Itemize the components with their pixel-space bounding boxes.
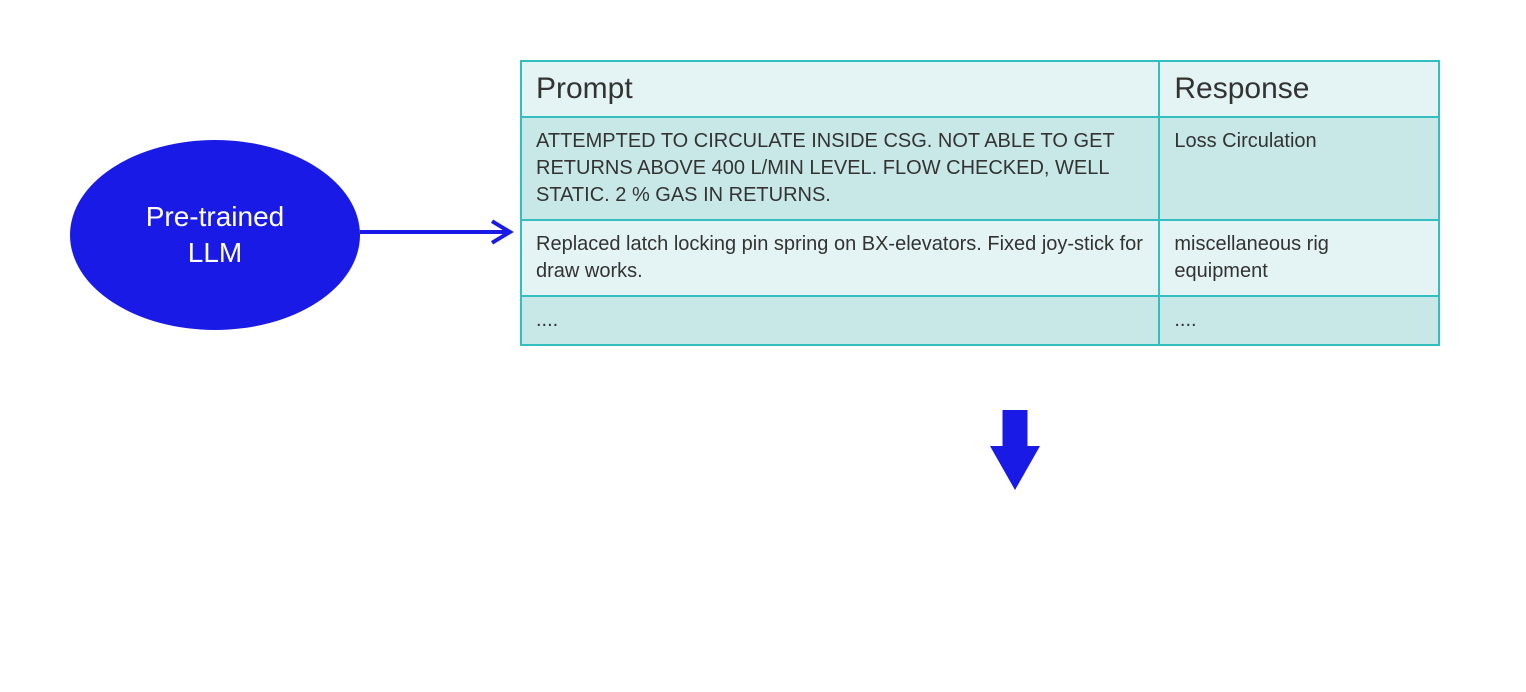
cell-response: ....: [1159, 296, 1439, 345]
table-row: .... ....: [521, 296, 1439, 345]
cell-prompt: Replaced latch locking pin spring on BX-…: [521, 220, 1159, 296]
table-row: ATTEMPTED TO CIRCULATE INSIDE CSG. NOT A…: [521, 117, 1439, 220]
cell-response: miscellaneous rig equipment: [1159, 220, 1439, 296]
arrow-down-icon: [990, 410, 1040, 490]
prompt-response-table: Prompt Response ATTEMPTED TO CIRCULATE I…: [520, 60, 1440, 346]
arrow-right-icon: [360, 212, 528, 252]
table-header-row: Prompt Response: [521, 61, 1439, 117]
col-response: Response: [1159, 61, 1439, 117]
cell-prompt: ATTEMPTED TO CIRCULATE INSIDE CSG. NOT A…: [521, 117, 1159, 220]
cell-response: Loss Circulation: [1159, 117, 1439, 220]
table-row: Replaced latch locking pin spring on BX-…: [521, 220, 1439, 296]
cell-prompt: ....: [521, 296, 1159, 345]
col-prompt: Prompt: [521, 61, 1159, 117]
llm-label: Pre-trained LLM: [146, 199, 285, 272]
llm-ellipse-node: Pre-trained LLM: [70, 140, 360, 330]
